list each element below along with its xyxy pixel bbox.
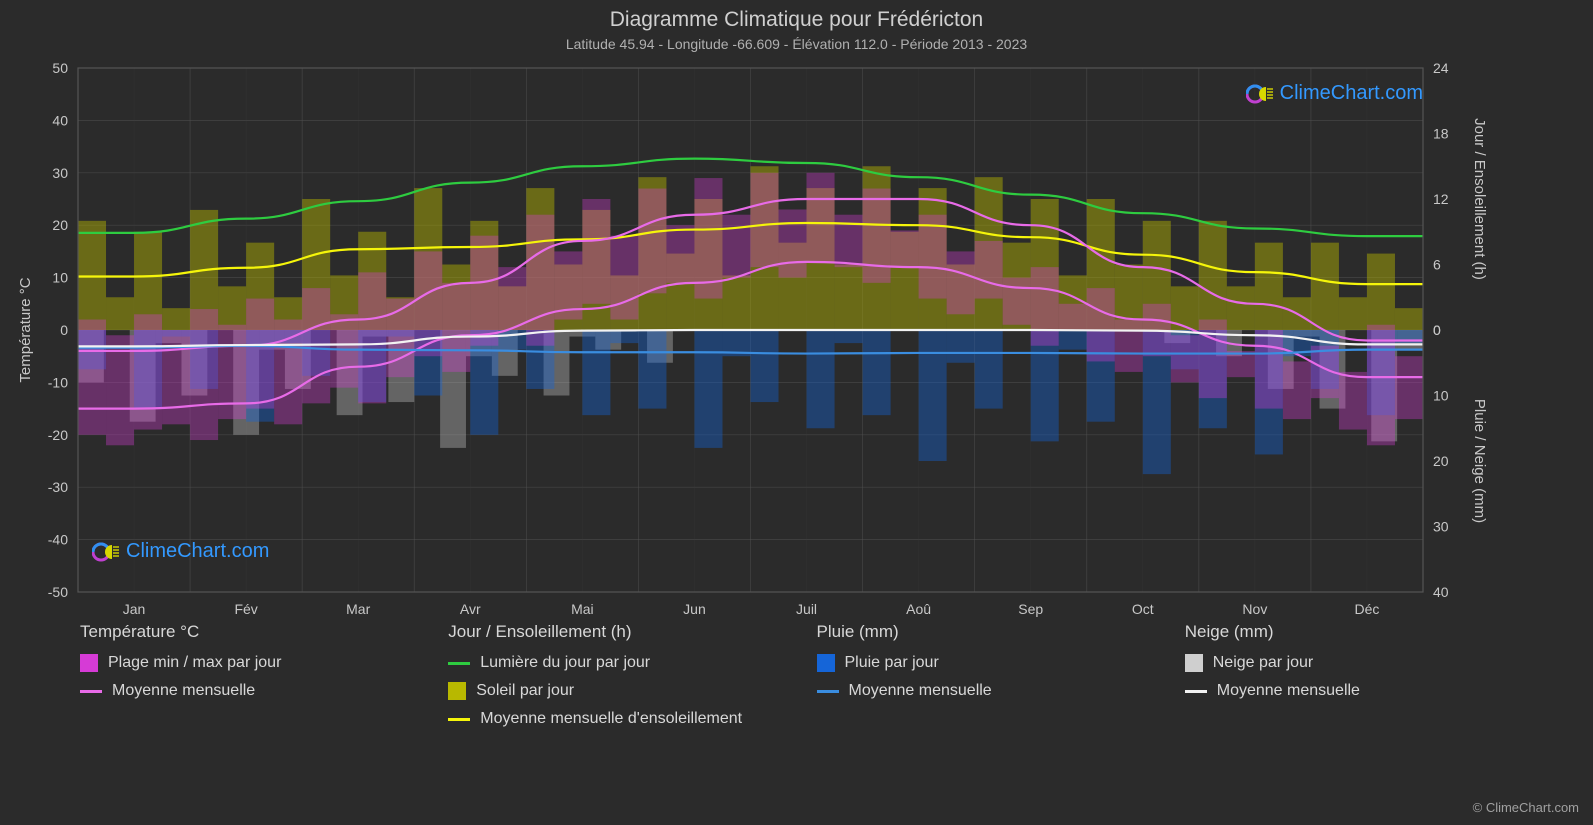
brand-icon: [92, 541, 120, 563]
legend-item: Neige par jour: [1185, 654, 1553, 672]
legend-group-title: Pluie (mm): [817, 622, 1185, 642]
svg-text:20: 20: [52, 217, 68, 233]
legend-swatch: [1185, 654, 1203, 672]
legend-item: Moyenne mensuelle d'ensoleillement: [448, 710, 816, 728]
legend-group-title: Neige (mm): [1185, 622, 1553, 642]
svg-text:Mai: Mai: [571, 601, 594, 617]
svg-text:Juil: Juil: [796, 601, 817, 617]
legend-swatch: [817, 654, 835, 672]
legend-label: Moyenne mensuelle: [1217, 682, 1360, 700]
svg-text:Fév: Fév: [234, 601, 257, 617]
svg-text:Aoû: Aoû: [906, 601, 931, 617]
legend-item: Plage min / max par jour: [80, 654, 448, 672]
credit-text: © ClimeChart.com: [1473, 800, 1579, 815]
legend-swatch: [80, 654, 98, 672]
svg-text:10: 10: [1433, 388, 1449, 404]
svg-text:-50: -50: [48, 584, 68, 600]
svg-text:Mar: Mar: [346, 601, 370, 617]
legend-label: Moyenne mensuelle: [112, 682, 255, 700]
legend-label: Pluie par jour: [845, 654, 939, 672]
svg-text:Température °C: Température °C: [17, 277, 34, 382]
legend-label: Soleil par jour: [476, 682, 574, 700]
legend-group: Neige (mm) Neige par jour Moyenne mensuell…: [1185, 622, 1553, 738]
svg-text:-10: -10: [48, 374, 68, 390]
svg-text:24: 24: [1433, 60, 1449, 76]
watermark-bottom: ClimeChart.com: [92, 540, 269, 563]
legend-item: Moyenne mensuelle: [817, 682, 1185, 700]
svg-text:Sep: Sep: [1018, 601, 1043, 617]
brand-text: ClimeChart.com: [1280, 82, 1423, 105]
legend-group-title: Température °C: [80, 622, 448, 642]
svg-text:0: 0: [60, 322, 68, 338]
legend-item: Lumière du jour par jour: [448, 654, 816, 672]
svg-text:-20: -20: [48, 427, 68, 443]
svg-text:-30: -30: [48, 479, 68, 495]
svg-text:6: 6: [1433, 257, 1441, 273]
svg-text:Avr: Avr: [460, 601, 481, 617]
brand-icon: [1246, 83, 1274, 105]
svg-text:Jun: Jun: [683, 601, 706, 617]
legend-label: Neige par jour: [1213, 654, 1314, 672]
legend-swatch: [448, 682, 466, 700]
legend-group-title: Jour / Ensoleillement (h): [448, 622, 816, 642]
svg-text:Déc: Déc: [1355, 601, 1380, 617]
svg-text:10: 10: [52, 270, 68, 286]
svg-text:-40: -40: [48, 532, 68, 548]
svg-text:18: 18: [1433, 126, 1449, 142]
legend-label: Moyenne mensuelle: [849, 682, 992, 700]
legend-line-swatch: [817, 690, 839, 693]
legend-line-swatch: [1185, 690, 1207, 693]
legend-line-swatch: [448, 718, 470, 721]
legend-item: Pluie par jour: [817, 654, 1185, 672]
legend: Température °C Plage min / max par jour Mo…: [80, 622, 1553, 738]
legend-item: Moyenne mensuelle: [1185, 682, 1553, 700]
chart-container: Diagramme Climatique pour Frédéricton La…: [0, 0, 1593, 825]
brand-text: ClimeChart.com: [126, 540, 269, 563]
svg-text:Jan: Jan: [123, 601, 146, 617]
svg-text:Jour / Ensoleillement (h): Jour / Ensoleillement (h): [1471, 118, 1488, 280]
svg-text:40: 40: [52, 112, 68, 128]
legend-line-swatch: [448, 662, 470, 665]
svg-text:Pluie / Neige (mm): Pluie / Neige (mm): [1471, 399, 1488, 523]
watermark-top: ClimeChart.com: [1246, 82, 1423, 105]
legend-label: Lumière du jour par jour: [480, 654, 650, 672]
svg-text:30: 30: [1433, 519, 1449, 535]
legend-item: Soleil par jour: [448, 682, 816, 700]
svg-text:0: 0: [1433, 322, 1441, 338]
svg-text:20: 20: [1433, 453, 1449, 469]
legend-label: Plage min / max par jour: [108, 654, 281, 672]
legend-group: Température °C Plage min / max par jour Mo…: [80, 622, 448, 738]
legend-item: Moyenne mensuelle: [80, 682, 448, 700]
legend-group: Pluie (mm) Pluie par jour Moyenne mensuell…: [817, 622, 1185, 738]
legend-line-swatch: [80, 690, 102, 693]
svg-text:12: 12: [1433, 191, 1449, 207]
svg-text:30: 30: [52, 165, 68, 181]
svg-text:Oct: Oct: [1132, 601, 1154, 617]
svg-text:40: 40: [1433, 584, 1449, 600]
svg-text:Nov: Nov: [1242, 601, 1267, 617]
legend-group: Jour / Ensoleillement (h) Lumière du jour…: [448, 622, 816, 738]
svg-text:50: 50: [52, 60, 68, 76]
legend-label: Moyenne mensuelle d'ensoleillement: [480, 710, 742, 728]
